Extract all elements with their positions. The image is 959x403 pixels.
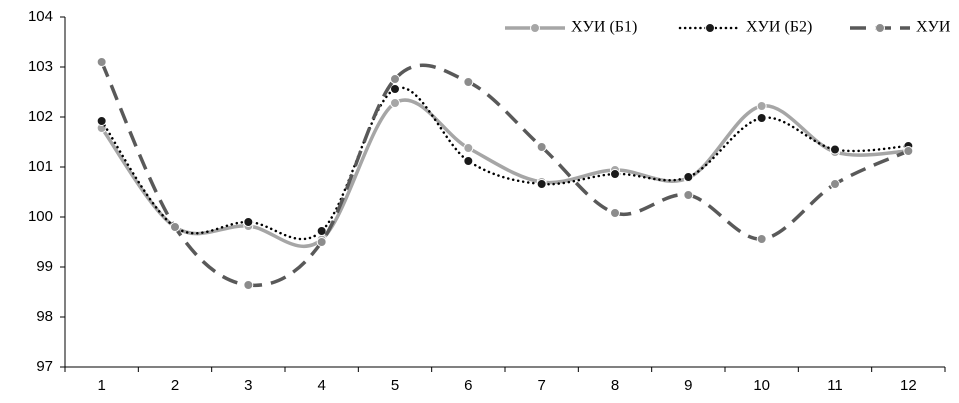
point [610, 169, 620, 179]
point [756, 113, 767, 123]
point [390, 98, 400, 108]
legend-marker [530, 23, 540, 33]
legend-label: ХУИ (Б2) [746, 19, 812, 36]
point [830, 144, 840, 155]
x-tick-label: 3 [244, 377, 252, 394]
point [536, 142, 547, 152]
x-tick-label: 4 [317, 377, 325, 394]
x-tick-label: 9 [684, 377, 692, 394]
point [390, 84, 400, 94]
y-tick-label: 101 [28, 158, 53, 175]
point [96, 116, 107, 126]
x-tick-label: 10 [753, 377, 770, 394]
x-tick-label: 2 [171, 377, 179, 394]
point [830, 179, 840, 189]
legend-label: ХУИ (Б1) [571, 19, 637, 36]
x-tick-label: 11 [827, 377, 843, 394]
point [683, 190, 694, 200]
x-tick-label: 8 [611, 377, 619, 394]
point [243, 280, 254, 290]
point [243, 217, 254, 227]
y-tick-label: 104 [28, 8, 53, 25]
point [463, 77, 474, 87]
point [463, 143, 474, 153]
point [536, 179, 547, 189]
legend-label: ХУИ [916, 19, 951, 36]
legend-marker [875, 23, 885, 33]
series-line [100, 86, 910, 241]
point [390, 74, 400, 84]
x-tick-label: 12 [900, 377, 917, 394]
point [756, 234, 767, 244]
y-tick-label: 100 [28, 208, 53, 225]
x-tick-label: 6 [464, 377, 472, 394]
point [170, 222, 180, 232]
series-line [100, 61, 910, 288]
point [683, 172, 694, 182]
y-tick-label: 97 [36, 358, 53, 375]
y-tick-label: 98 [36, 308, 53, 325]
point [463, 156, 474, 166]
x-tick-label: 5 [391, 377, 399, 394]
point [96, 57, 107, 67]
y-tick-label: 102 [28, 108, 53, 125]
y-tick-label: 99 [36, 258, 53, 275]
x-tick-label: 1 [97, 377, 105, 394]
point [610, 208, 620, 218]
point [756, 101, 767, 111]
series-line [100, 98, 909, 248]
x-tick-label: 7 [537, 377, 545, 394]
point [316, 237, 327, 247]
point [316, 226, 327, 236]
legend-marker [705, 23, 715, 33]
point [903, 146, 914, 156]
y-tick-label: 103 [28, 58, 53, 75]
